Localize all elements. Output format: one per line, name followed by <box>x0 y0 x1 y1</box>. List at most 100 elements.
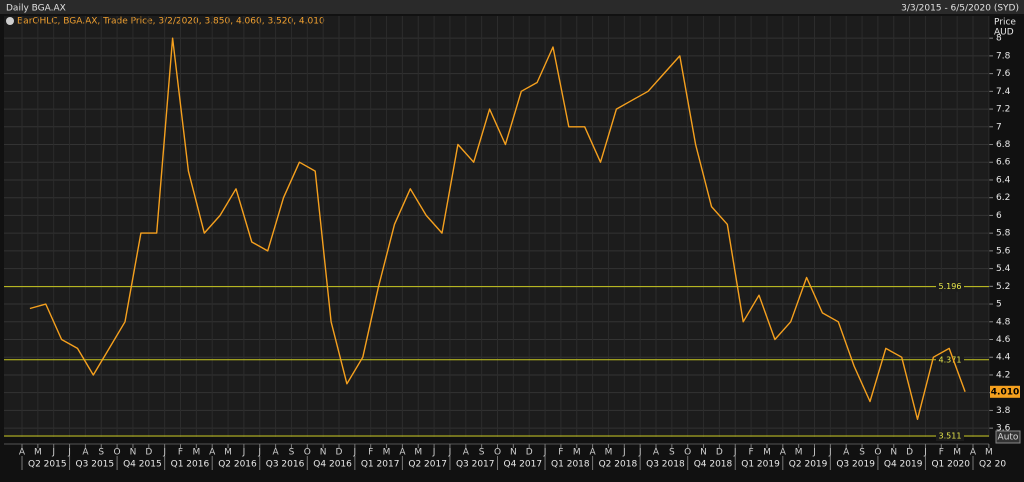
y-tick-label: 5.8 <box>996 229 1011 239</box>
x-tick-label: A <box>209 448 216 458</box>
y-tick-label: 5 <box>996 300 1002 310</box>
level-label-box <box>936 281 964 292</box>
y-tick-label: 8 <box>996 34 1002 44</box>
quarter-label: Q2 20 <box>979 460 1006 470</box>
x-tick-label: D <box>906 448 913 458</box>
x-tick-label: M <box>763 448 771 458</box>
x-tick-label: F <box>368 448 373 458</box>
y-tick-label: 4.6 <box>996 335 1011 345</box>
x-tick-label: A <box>82 448 89 458</box>
x-tick-label: J <box>51 448 55 458</box>
y-tick-label: 6.8 <box>996 140 1011 150</box>
x-tick-label: J <box>638 448 642 458</box>
quarter-label: Q2 2019 <box>789 460 828 470</box>
quarter-label: Q4 2015 <box>123 460 162 470</box>
quarter-label: Q3 2018 <box>646 460 685 470</box>
y-tick-label: 6.2 <box>996 193 1010 203</box>
quarter-label: Q1 2018 <box>551 460 590 470</box>
quarter-label: Q3 2019 <box>836 460 875 470</box>
x-tick-label: J <box>242 448 246 458</box>
last-price-label: 4.010 <box>991 387 1019 397</box>
x-tick-label: M <box>414 448 422 458</box>
quarter-label: Q2 2018 <box>599 460 638 470</box>
y-tick-label: 6 <box>996 211 1002 221</box>
y-tick-label: 5.6 <box>996 246 1011 256</box>
x-tick-label: J <box>733 448 737 458</box>
x-tick-label: A <box>590 448 597 458</box>
x-tick-label: S <box>98 448 104 458</box>
y-tick-label: 5.4 <box>996 264 1011 274</box>
auto-button[interactable] <box>995 430 1021 444</box>
x-tick-label: D <box>716 448 723 458</box>
plot-area <box>4 16 989 437</box>
quarter-label: Q1 2020 <box>931 460 970 470</box>
x-tick-label: D <box>145 448 152 458</box>
x-tick-label: F <box>939 448 944 458</box>
x-tick-label: O <box>874 448 881 458</box>
y-tick-label: 3.6 <box>996 424 1011 434</box>
y-tick-label: 7.6 <box>996 69 1011 79</box>
x-tick-label: O <box>304 448 311 458</box>
x-tick-label: M <box>224 448 232 458</box>
y-axis-label: AUD <box>994 28 1014 38</box>
x-tick-label: J <box>448 448 452 458</box>
y-tick-label: 6.6 <box>996 158 1011 168</box>
x-tick-label: M <box>953 448 961 458</box>
x-tick-label: M <box>573 448 581 458</box>
x-tick-label: M <box>795 448 803 458</box>
y-axis-label: Price <box>994 18 1016 28</box>
y-tick-label: 4.2 <box>996 370 1010 380</box>
x-tick-label: J <box>812 448 816 458</box>
x-tick-label: A <box>399 448 406 458</box>
legend-icon <box>6 17 14 25</box>
chart-title: Daily BGA.AX <box>6 4 66 14</box>
quarter-label: Q1 2017 <box>361 460 400 470</box>
quarter-label: Q4 2016 <box>313 460 352 470</box>
x-tick-label: S <box>479 448 485 458</box>
x-tick-label: J <box>622 448 626 458</box>
quarter-label: Q2 2017 <box>408 460 447 470</box>
x-tick-label: J <box>353 448 357 458</box>
quarter-label: Q3 2016 <box>266 460 305 470</box>
level-label-box <box>936 354 964 365</box>
x-tick-label: J <box>828 448 832 458</box>
x-tick-label: F <box>178 448 183 458</box>
quarter-label: Q4 2018 <box>694 460 733 470</box>
y-tick-label: 5.2 <box>996 282 1010 292</box>
x-tick-label: O <box>494 448 501 458</box>
x-tick-label: M <box>985 448 993 458</box>
y-tick-label: 4.8 <box>996 317 1011 327</box>
x-tick-label: M <box>383 448 391 458</box>
x-tick-label: A <box>463 448 470 458</box>
x-tick-label: A <box>970 448 977 458</box>
quarter-label: Q2 2016 <box>218 460 257 470</box>
x-tick-label: F <box>749 448 754 458</box>
x-tick-label: M <box>192 448 200 458</box>
x-tick-label: J <box>543 448 547 458</box>
x-tick-label: N <box>510 448 517 458</box>
quarter-label: Q3 2017 <box>456 460 495 470</box>
x-tick-label: N <box>130 448 137 458</box>
x-tick-label: A <box>19 448 26 458</box>
x-tick-label: A <box>273 448 280 458</box>
x-tick-label: S <box>859 448 865 458</box>
y-tick-label: 7.2 <box>996 105 1010 115</box>
x-tick-label: A <box>780 448 787 458</box>
quarter-label: Q1 2019 <box>741 460 780 470</box>
x-tick-label: N <box>320 448 327 458</box>
x-tick-label: O <box>684 448 691 458</box>
x-tick-label: J <box>257 448 261 458</box>
title-bar <box>0 0 1024 14</box>
last-price-box <box>990 385 1020 398</box>
y-tick-label: 4.4 <box>996 353 1011 363</box>
y-tick-label: 7.8 <box>996 51 1011 61</box>
date-range: 3/3/2015 - 6/5/2020 (SYD) <box>901 4 1019 14</box>
level-label: 4.371 <box>939 355 962 364</box>
auto-button-label[interactable]: Auto <box>998 433 1019 443</box>
x-tick-label: M <box>605 448 613 458</box>
x-tick-label: M <box>34 448 42 458</box>
x-tick-label: N <box>890 448 897 458</box>
level-label: 3.511 <box>939 432 962 441</box>
x-tick-label: A <box>843 448 850 458</box>
